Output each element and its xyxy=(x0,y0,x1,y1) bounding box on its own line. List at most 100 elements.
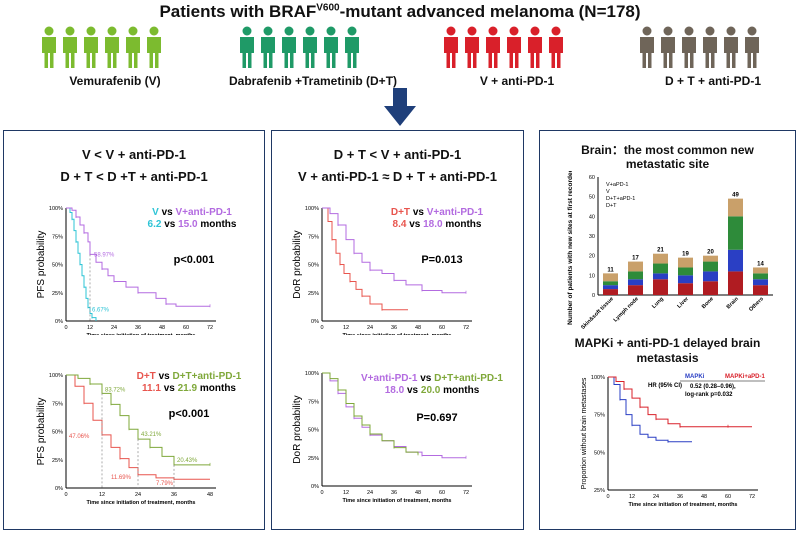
person-icon xyxy=(303,26,317,68)
person-icon xyxy=(549,26,563,68)
down-arrow-icon xyxy=(384,88,416,126)
person-icon xyxy=(42,26,56,68)
legend-line-1: V+anti-PD-1 vs D+T+anti-PD-1 xyxy=(361,373,503,384)
y-axis-label: Number of patients with new sites at fir… xyxy=(567,171,574,325)
y-axis-label: PFS probability xyxy=(36,398,47,466)
person-head xyxy=(509,26,519,36)
annotation: 7.79% xyxy=(156,481,174,487)
legend-value-b: 18.0 xyxy=(423,219,445,230)
person-icon xyxy=(703,26,717,68)
legend-vs: vs xyxy=(409,219,423,230)
annotation: 11.69% xyxy=(111,475,132,481)
person-body xyxy=(105,37,119,68)
person-head xyxy=(86,26,96,36)
x-tick-label: 36 xyxy=(391,490,397,496)
person-body xyxy=(324,37,338,68)
bar-segment xyxy=(703,281,718,295)
person-icon xyxy=(282,26,296,68)
x-axis-label: Time since initiation of treatment, mont… xyxy=(343,498,452,504)
legend-vs: vs xyxy=(420,373,434,384)
legend-series-b: D+T+anti-PD-1 xyxy=(172,371,241,382)
hr-value: 0.52 (0.28–0.96), xyxy=(690,384,736,390)
p-value: P=0.013 xyxy=(421,254,462,266)
dor-dt-chart: 0% 25% 50% 75% 100% 0 12 24 36 48 60 72 Time since i… xyxy=(292,206,484,335)
y-tick-label: 25% xyxy=(52,458,63,464)
x-tick-label: 24 xyxy=(367,325,373,331)
bar-segment xyxy=(678,257,693,268)
category-label: Others xyxy=(748,296,765,313)
person-icon xyxy=(147,26,161,68)
person-head xyxy=(726,26,736,36)
p-value: p<0.001 xyxy=(174,254,215,266)
group-icons-1 xyxy=(240,26,359,68)
person-icon xyxy=(444,26,458,68)
person-body xyxy=(84,37,98,68)
legend-vs: vs xyxy=(164,219,178,230)
bar-segment xyxy=(703,261,718,272)
person-head xyxy=(705,26,715,36)
person-head xyxy=(446,26,456,36)
category-label: Bone xyxy=(701,296,715,310)
person-body xyxy=(147,37,161,68)
y-tick-label: 100% xyxy=(591,375,605,381)
panel-brain-title-1: Brain：the most common new xyxy=(581,143,754,157)
person-body xyxy=(63,37,77,68)
x-tick-label: 48 xyxy=(415,325,421,331)
person-icon xyxy=(661,26,675,68)
y-tick-label: 75% xyxy=(52,401,63,407)
person-head xyxy=(107,26,117,36)
person-head xyxy=(263,26,273,36)
person-head xyxy=(128,26,138,36)
p-value: p<0.001 xyxy=(169,408,210,420)
legend-value-a: 6.2 xyxy=(148,219,165,230)
person-body xyxy=(486,37,500,68)
person-icon xyxy=(63,26,77,68)
y-tick-label: 50% xyxy=(308,428,319,434)
hr-p-value: log-rank p=0.032 xyxy=(685,392,733,398)
page-title: Patients with BRAFV600-mutant advanced m… xyxy=(159,2,641,21)
legend-unit: months xyxy=(200,219,237,230)
bar-segment xyxy=(703,271,718,282)
legend-entry: V+aPD-1 xyxy=(606,182,628,188)
legend-value-b: 15.0 xyxy=(178,219,200,230)
annotation: 83.72% xyxy=(105,387,126,393)
annotation: 47.06% xyxy=(69,434,90,440)
x-tick-label: 72 xyxy=(463,490,469,496)
group-icons-0 xyxy=(42,26,161,68)
panel-brain-title-3: MAPKi + anti-PD-1 delayed brain xyxy=(574,336,761,350)
legend-vs: vs xyxy=(413,207,427,218)
legend-vs: vs xyxy=(162,207,176,218)
person-icon xyxy=(724,26,738,68)
person-body xyxy=(345,37,359,68)
person-head xyxy=(347,26,357,36)
legend-value-a: 11.1 xyxy=(142,383,164,394)
y-tick-label: 0 xyxy=(592,293,595,299)
person-body xyxy=(549,37,563,68)
x-axis-label: Time since initiation of treatment, mont… xyxy=(87,500,196,506)
person-icon xyxy=(528,26,542,68)
panel-pfs-title-2: D + T < D +T + anti-PD-1 xyxy=(60,169,208,184)
x-tick-label: 36 xyxy=(677,494,683,500)
group-label-1: Dabrafenib +Trametinib (D+T) xyxy=(228,74,398,88)
x-axis-label: Time since initiation of treatment, mont… xyxy=(343,333,452,335)
person-icon xyxy=(261,26,275,68)
bar-total-label: 17 xyxy=(632,256,639,262)
y-tick-label: 0% xyxy=(55,486,63,492)
x-tick-label: 0 xyxy=(320,325,323,331)
y-axis-label: PFS probability xyxy=(36,231,47,299)
person-body xyxy=(640,37,654,68)
person-icon xyxy=(240,26,254,68)
y-tick-label: 50% xyxy=(52,430,63,436)
person-head xyxy=(663,26,673,36)
x-tick-label: 24 xyxy=(111,325,117,331)
legend-series-a: D+T xyxy=(391,207,413,218)
bar-segment xyxy=(678,275,693,284)
person-body xyxy=(465,37,479,68)
person-body xyxy=(661,37,675,68)
bar-segment xyxy=(728,198,743,217)
legend-vs: vs xyxy=(164,383,178,394)
legend-unit: months xyxy=(445,219,482,230)
panel-brain-title-2: metastatic site xyxy=(625,157,710,171)
legend-series-a: V xyxy=(152,207,161,218)
x-tick-label: 24 xyxy=(367,490,373,496)
